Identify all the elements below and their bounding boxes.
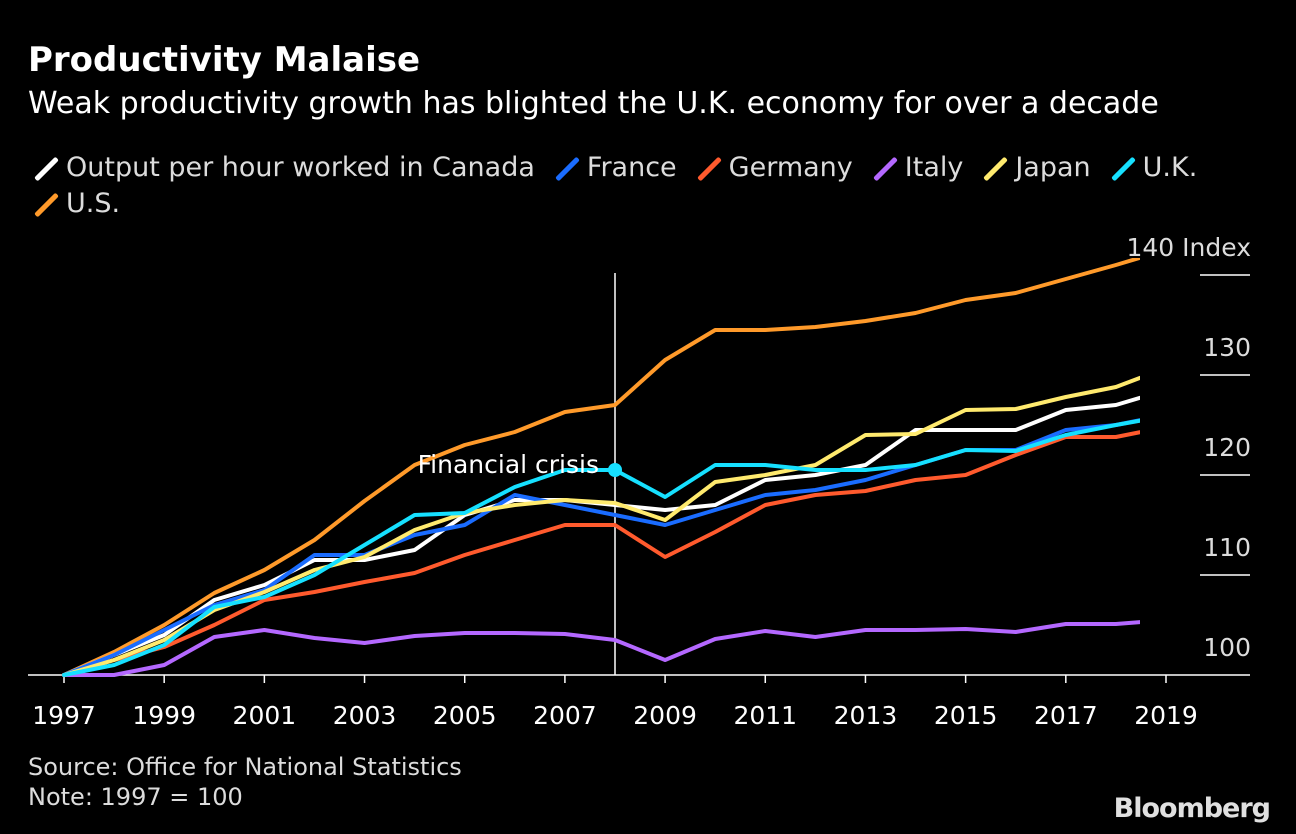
- y-tick-label: 110: [1203, 533, 1251, 562]
- legend-item-germany: Germany: [691, 150, 853, 186]
- legend-item-output-per-hour-worked-in-canada: Output per hour worked in Canada: [28, 150, 535, 186]
- legend-label: Italy: [904, 152, 964, 183]
- y-tick-label: 100: [1203, 633, 1251, 662]
- legend-label: Germany: [728, 152, 853, 183]
- x-tick-label: 2017: [1034, 701, 1098, 730]
- x-tick-label: 2003: [333, 701, 397, 730]
- y-tick-label: 120: [1203, 433, 1251, 462]
- chart-footer: Source: Office for National Statistics N…: [28, 752, 462, 812]
- x-tick-label: 2013: [834, 701, 898, 730]
- x-tick-label: 2019: [1134, 701, 1198, 730]
- legend-item-u-k: U.K.: [1105, 150, 1198, 186]
- legend-label: Output per hour worked in Canada: [66, 152, 535, 183]
- chart-legend: Output per hour worked in Canada France Ge…: [28, 150, 1268, 222]
- y-tick-label: 130: [1203, 333, 1251, 362]
- legend-label: U.K.: [1142, 152, 1198, 183]
- source-text: Source: Office for National Statistics: [28, 753, 462, 781]
- series-line-japan: [62, 375, 1140, 677]
- x-tick-label: 2009: [633, 701, 697, 730]
- legend-label: U.S.: [66, 188, 121, 219]
- x-tick-label: 2005: [433, 701, 497, 730]
- legend-label: Japan: [1015, 152, 1091, 183]
- legend-item-france: France: [549, 150, 677, 186]
- chart-subtitle: Weak productivity growth has blighted th…: [28, 86, 1159, 121]
- y-tick-label: 140 Index: [1127, 233, 1252, 262]
- legend-item-japan: Japan: [977, 150, 1090, 186]
- legend-item-italy: Italy: [867, 150, 964, 186]
- x-tick-label: 2007: [533, 701, 597, 730]
- x-tick-label: 1997: [32, 701, 96, 730]
- x-tick-label: 2001: [233, 701, 297, 730]
- series-line-u-s: [62, 258, 1140, 677]
- x-tick-label: 2011: [733, 701, 797, 730]
- financial-crisis-marker: [608, 463, 622, 477]
- bloomberg-logo: Bloomberg: [1113, 793, 1271, 824]
- x-tick-label: 1999: [132, 701, 196, 730]
- note-text: Note: 1997 = 100: [28, 783, 243, 811]
- legend-item-u-s: U.S.: [28, 186, 120, 222]
- series-line-germany: [62, 430, 1140, 677]
- x-tick-label: 2015: [934, 701, 998, 730]
- chart-title: Productivity Malaise: [28, 40, 421, 80]
- series-line-italy: [62, 620, 1140, 677]
- financial-crisis-label: Financial crisis: [418, 450, 599, 479]
- legend-label: France: [586, 152, 677, 183]
